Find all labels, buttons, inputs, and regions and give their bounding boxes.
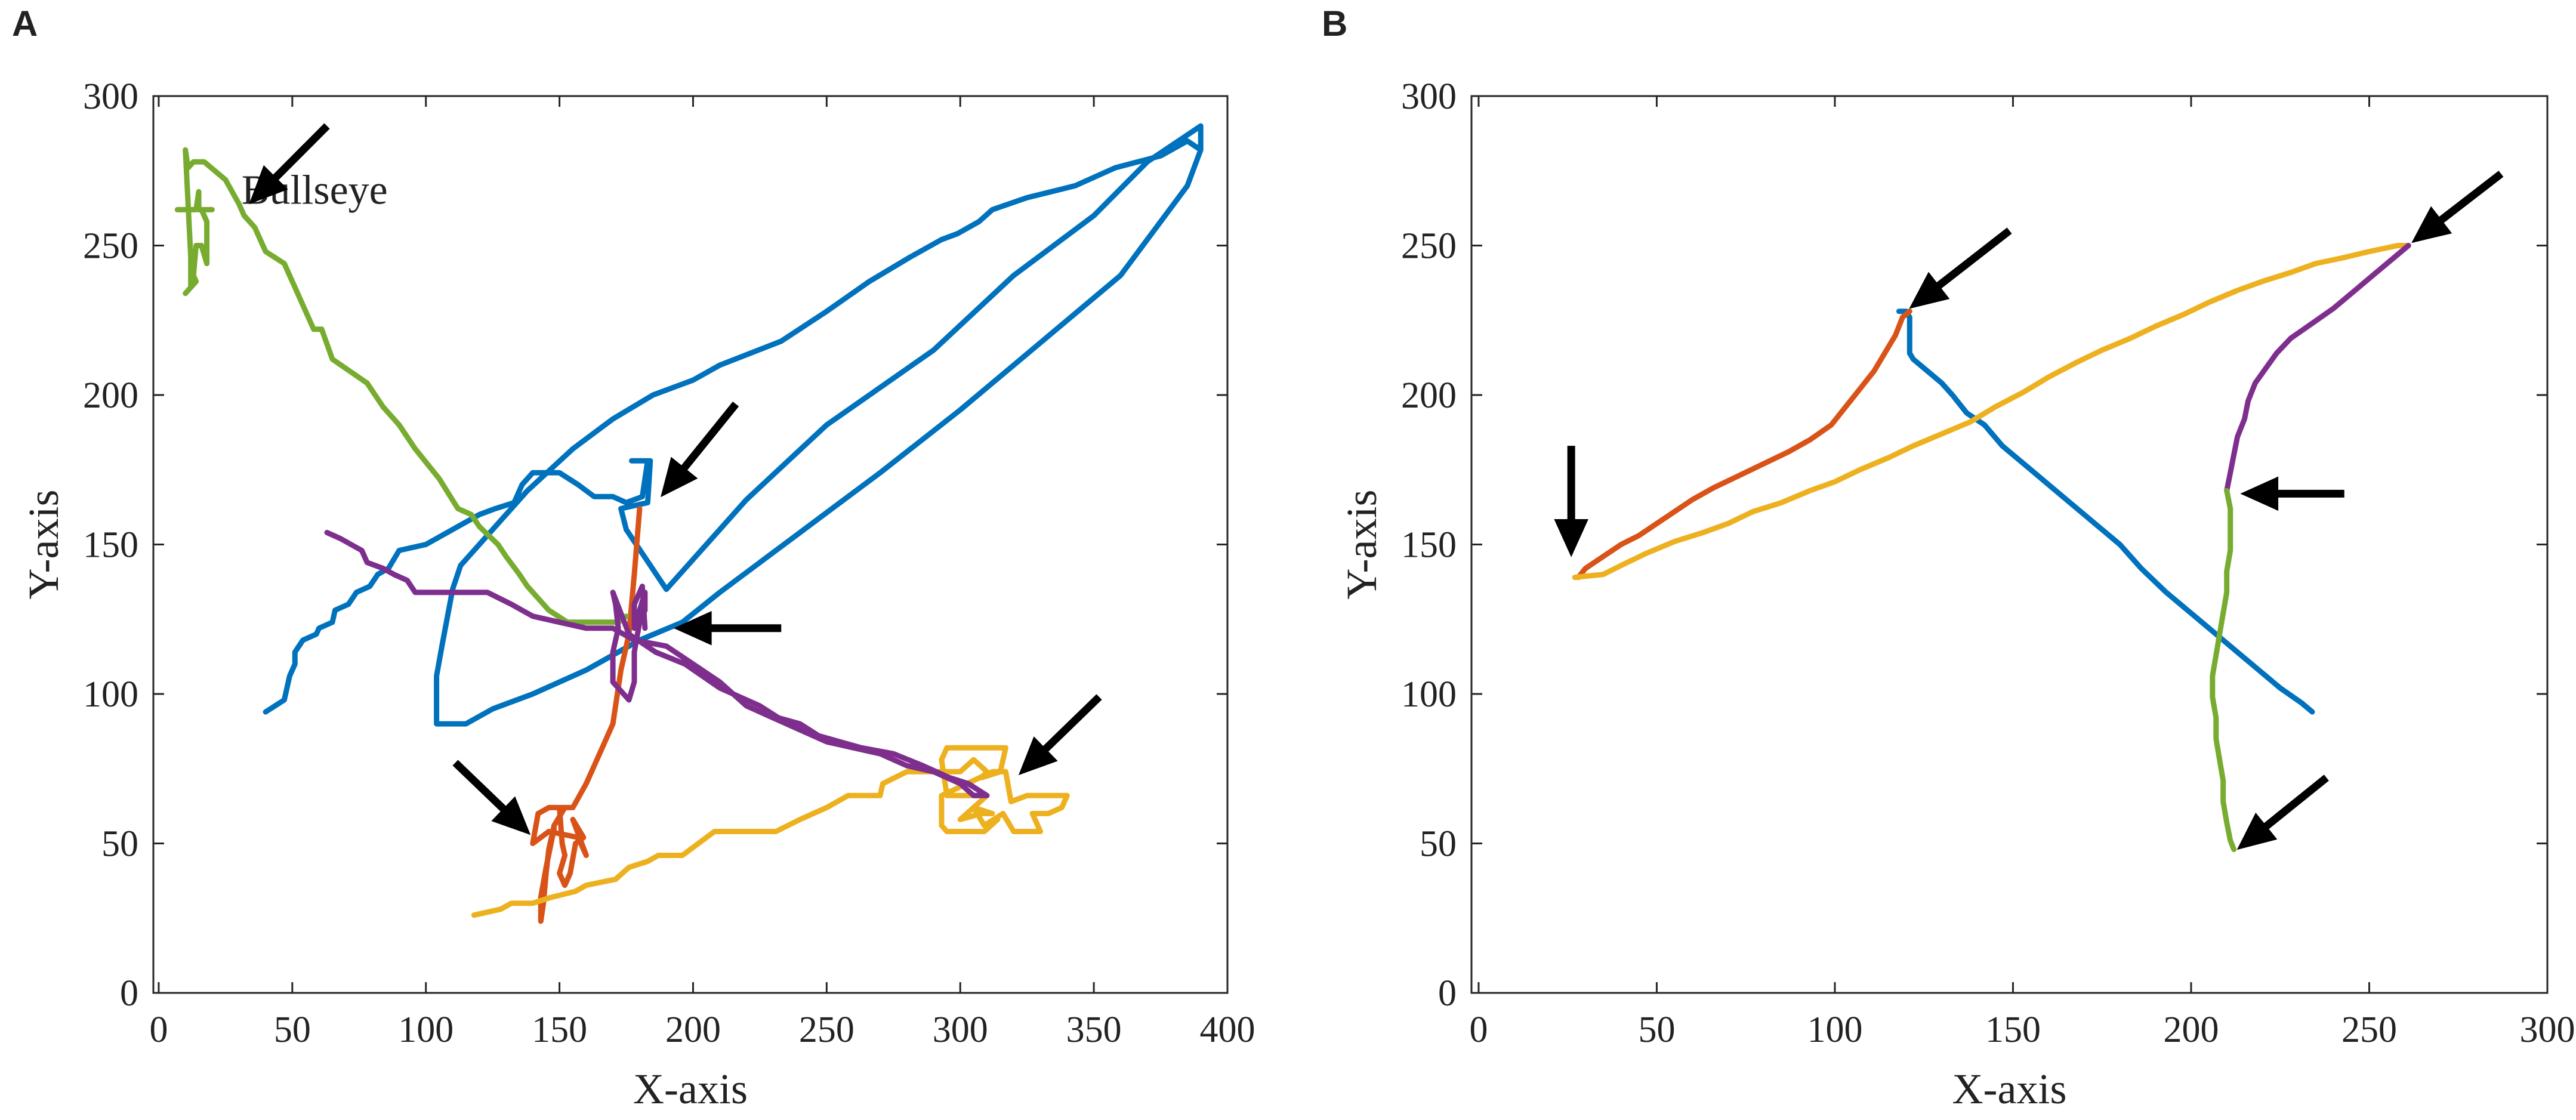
arrow-marker-a <box>660 401 739 498</box>
y-tick-label: 250 <box>83 226 138 267</box>
x-tick-label: 150 <box>1985 1010 2041 1050</box>
x-tick-label: 100 <box>1807 1010 1862 1050</box>
x-tick-label: 100 <box>398 1010 454 1050</box>
series-green-b <box>2210 488 2237 852</box>
y-tick-label: 0 <box>1438 973 1457 1014</box>
series-yellow-a <box>471 745 1070 918</box>
arrow-shaft <box>452 760 508 814</box>
y-tick-label: 300 <box>83 76 138 117</box>
arrow-shaft <box>2437 171 2504 225</box>
series-orange-a <box>530 505 643 924</box>
arrow-head <box>491 796 531 835</box>
series-purple-b <box>2224 243 2411 493</box>
arrow-marker-b <box>1909 227 2012 309</box>
x-tick-label: 200 <box>665 1010 721 1050</box>
y-tick-label: 150 <box>1401 525 1457 566</box>
arrow-shaft <box>680 401 739 473</box>
x-tick-label: 0 <box>1469 1010 1488 1050</box>
y-tick-label: 50 <box>1420 824 1457 865</box>
arrow-head <box>2240 476 2279 511</box>
x-tick-label: 350 <box>1066 1010 1122 1050</box>
y-tick-label: 150 <box>83 525 138 566</box>
arrow-marker-a <box>452 760 531 835</box>
x-tick-label: 50 <box>1638 1010 1675 1050</box>
y-tick-label: 100 <box>1401 674 1457 715</box>
arrow-head <box>1554 519 1588 557</box>
y-tick-label: 300 <box>1401 76 1457 117</box>
y-tick-label: 250 <box>1401 226 1457 267</box>
arrow-marker-a <box>1018 694 1102 776</box>
series-green-a <box>174 147 629 625</box>
x-axis-label-b: X-axis <box>1952 1065 2067 1113</box>
panel-letter-b: B <box>1322 4 1347 44</box>
series-purple-a <box>324 530 990 798</box>
panel-a: 0 50 100 150 200 250 300 350 400 0 50 100 150 200 250 3… <box>20 76 1255 1113</box>
arrow-marker-b <box>2236 775 2329 850</box>
x-tick-label: 250 <box>799 1010 854 1050</box>
arrow-head <box>1909 271 1950 309</box>
y-tick-label: 50 <box>101 824 138 865</box>
arrow-head <box>1018 736 1058 776</box>
arrow-shaft <box>1935 227 2012 291</box>
y-axis-label-b: Y-axis <box>1338 490 1386 600</box>
arrow-head <box>2411 206 2452 243</box>
x-axis-label-a: X-axis <box>633 1065 748 1113</box>
arrow-shaft <box>271 123 330 182</box>
arrow-marker-b <box>2240 476 2344 511</box>
x-tick-label: 50 <box>274 1010 311 1050</box>
series-blue-b <box>1896 308 2315 715</box>
x-tick-label: 0 <box>149 1010 168 1050</box>
x-tick-label: 400 <box>1200 1010 1255 1050</box>
arrow-head <box>660 456 698 498</box>
x-tick-label: 200 <box>2163 1010 2219 1050</box>
x-tick-label: 300 <box>933 1010 988 1050</box>
series-yellow-b <box>1572 243 2411 581</box>
y-tick-label: 100 <box>83 674 138 715</box>
arrow-head <box>2236 812 2278 850</box>
x-tick-label: 150 <box>532 1010 587 1050</box>
arrow-shaft <box>2262 775 2329 831</box>
x-tick-label: 250 <box>2341 1010 2397 1050</box>
series-orange-b <box>1575 308 1912 581</box>
y-tick-label: 0 <box>120 973 138 1014</box>
series-blue-a <box>263 123 1204 727</box>
y-tick-label: 200 <box>1401 375 1457 416</box>
arrow-marker-b <box>1554 446 1588 557</box>
arrow-shaft <box>1041 694 1102 754</box>
panel-letter-a: A <box>12 4 38 44</box>
y-axis-label-a: Y-axis <box>20 490 67 600</box>
arrow-marker-a <box>249 123 330 205</box>
arrow-marker-b <box>2411 171 2504 243</box>
plot-frame-a <box>152 95 1229 994</box>
panel-b: 0 50 100 150 200 250 300 0 50 100 150 200 250 300 X-ax… <box>1338 76 2575 1113</box>
arrow-head <box>673 611 712 646</box>
x-tick-label: 300 <box>2520 1010 2575 1050</box>
arrow-head <box>249 165 288 205</box>
y-tick-label: 200 <box>83 375 138 416</box>
arrow-marker-a <box>673 611 782 646</box>
